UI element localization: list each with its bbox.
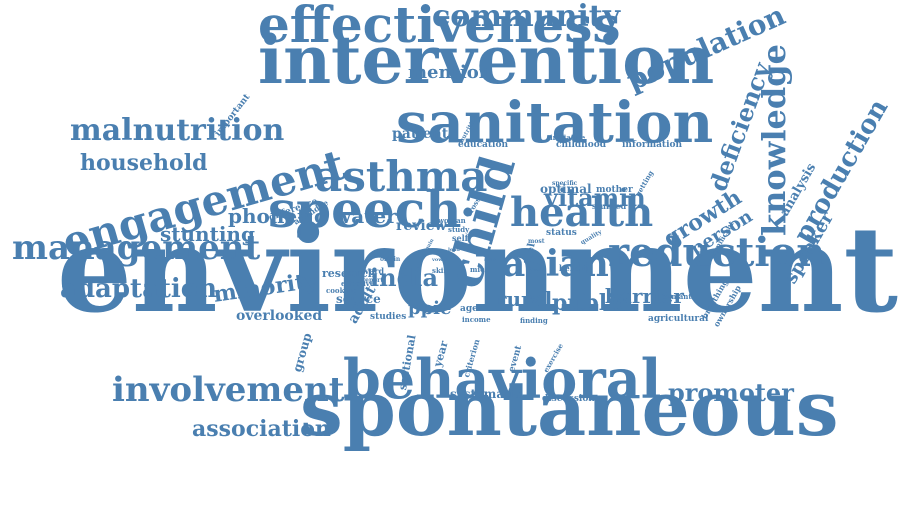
word-origin: origin <box>380 256 401 264</box>
word-self: self <box>452 232 469 243</box>
word-mother: mother <box>596 184 633 195</box>
word-mics: mics <box>470 265 489 275</box>
word-report: report <box>362 277 384 285</box>
word-stunting: stunting <box>160 222 255 246</box>
word-source: source <box>336 292 381 307</box>
word-household: household <box>80 150 208 177</box>
word-initiative: initiative <box>550 133 586 143</box>
word-ppie: ppie <box>408 297 452 319</box>
word-stunted: stunted <box>592 200 627 211</box>
word-systematic: systematic <box>450 387 522 402</box>
word-involvement: involvement <box>112 369 345 410</box>
word-india: india <box>370 262 439 292</box>
word-intervention: intervention <box>258 21 715 100</box>
word-benefit: benefit <box>559 262 591 273</box>
word-information: information <box>622 139 683 150</box>
word-vitamin: vitamin <box>544 182 646 212</box>
word-study: study <box>448 225 470 235</box>
word-adaptation: adaptation <box>60 274 218 305</box>
word-overlooked: overlooked <box>236 307 323 324</box>
word-asian: asian <box>502 243 609 286</box>
word-vowel: vowel <box>432 257 448 263</box>
word-specific: specific <box>552 180 578 188</box>
word-sanitation: sanitation <box>396 90 714 157</box>
word-skin: skin <box>432 266 449 276</box>
word-reduction: reduction <box>608 229 826 276</box>
word-word: word <box>362 265 385 276</box>
word-result: result <box>528 267 545 273</box>
word-water: water <box>334 204 397 228</box>
word-speech: speech <box>268 180 462 239</box>
word-research: research <box>322 267 376 281</box>
word-patient: patient <box>392 125 449 142</box>
word-management: management <box>12 227 261 268</box>
word-spontaneous: spontaneous <box>300 364 839 454</box>
word-health: health <box>510 189 654 236</box>
word-agricultural: agricultural <box>648 313 709 324</box>
word-review: review <box>396 217 447 234</box>
word-childhood: childhood <box>556 139 606 150</box>
word-effectiveness: effectiveness <box>258 0 621 54</box>
word-discussion: discussion <box>542 393 595 404</box>
word-environment: environment <box>56 199 898 339</box>
word-phonetic: phonetic <box>228 204 327 228</box>
word-malnutrition: malnutrition <box>70 113 285 148</box>
word-aged: aged <box>460 303 485 314</box>
word-education: education <box>458 139 508 150</box>
word-barrier: barrier <box>605 284 684 308</box>
word-formant: formant <box>660 292 692 302</box>
word-cooking: cooking <box>326 286 358 296</box>
word-optimal: optimal <box>540 182 592 197</box>
word-income: income <box>462 315 491 325</box>
word-finding: finding <box>520 316 548 326</box>
word-community: community <box>432 0 621 34</box>
word-effective: effective <box>341 279 375 289</box>
word-nhs: nhs <box>486 257 497 263</box>
word-lead: lead <box>448 247 460 253</box>
word-studies: studies <box>370 311 407 322</box>
word-most: most <box>528 238 545 246</box>
word-woman: woman <box>438 216 466 226</box>
word-status: status <box>546 227 577 238</box>
word-association: association <box>192 416 331 443</box>
word-asthma: asthma <box>315 152 488 202</box>
word-rural: rural <box>496 287 553 311</box>
word-mention: mention <box>408 61 492 83</box>
word-behavioral: behavioral <box>343 346 662 411</box>
word-public: public <box>552 290 629 317</box>
word-promoter: promoter <box>668 377 794 407</box>
